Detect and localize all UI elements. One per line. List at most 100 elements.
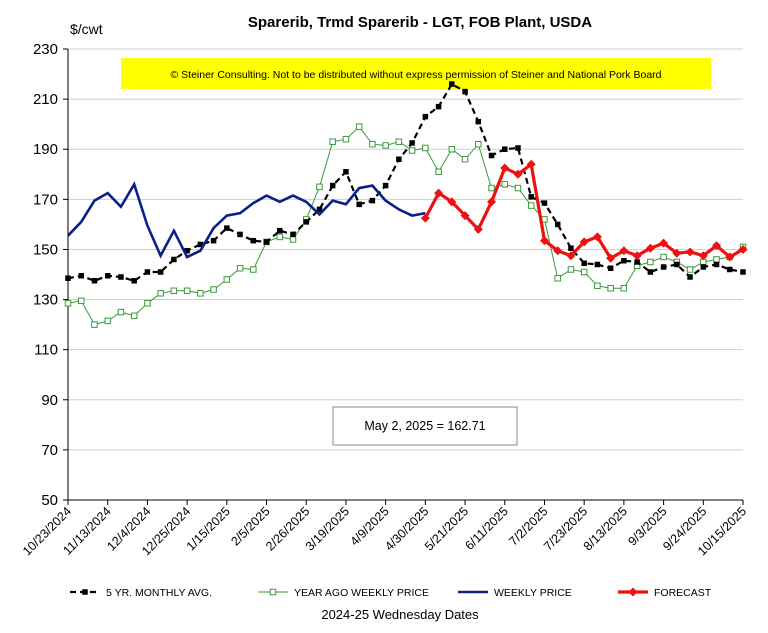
data-point: [713, 261, 720, 268]
data-point: [628, 587, 638, 597]
legend-item: FORECAST: [618, 587, 712, 599]
x-tick-label: 1/15/2025: [184, 504, 233, 553]
banner-text: © Steiner Consulting. Not to be distribu…: [171, 69, 662, 81]
y-axis-ticks: 50 70 90 110 130 150 170 190 210 230: [33, 41, 68, 509]
data-point: [422, 144, 429, 152]
data-point: [501, 181, 509, 188]
data-point: [382, 142, 389, 149]
data-point: [144, 269, 151, 275]
chart-title: Sparerib, Trmd Sparerib - LGT, FOB Plant…: [248, 14, 592, 31]
y-tick-label: 170: [33, 191, 58, 208]
data-point: [632, 251, 642, 261]
data-point: [579, 237, 589, 247]
data-point: [91, 278, 98, 284]
data-point: [528, 194, 534, 200]
data-point: [725, 252, 735, 262]
series-year-ago-weekly-price: [64, 123, 747, 328]
data-point: [513, 169, 523, 179]
data-point: [276, 233, 284, 241]
annotation-box: [332, 406, 518, 446]
x-tick-label: 3/19/2025: [303, 504, 352, 553]
data-point: [250, 266, 257, 273]
data-point: [91, 321, 98, 328]
data-point: [621, 257, 627, 264]
data-point: [567, 266, 575, 273]
annotation-text: May 2, 2025 = 162.71: [364, 419, 485, 433]
y-tick-label: 50: [41, 492, 58, 509]
x-axis-label: 2024-25 Wednesday Dates: [321, 607, 479, 622]
annotation: May 2, 2025 = 162.71: [332, 406, 518, 446]
copyright-banner: © Steiner Consulting. Not to be distribu…: [121, 58, 711, 89]
data-point: [210, 286, 217, 293]
data-point: [448, 145, 456, 153]
data-point: [594, 282, 601, 290]
data-point: [606, 253, 616, 263]
data-point: [78, 273, 84, 279]
data-point: [290, 231, 296, 238]
series-5-yr-monthly-avg: [65, 81, 746, 284]
data-point: [104, 317, 111, 325]
data-point: [620, 285, 628, 292]
data-point: [500, 163, 510, 173]
data-point: [369, 140, 376, 148]
data-point: [342, 135, 350, 143]
legend-item: 5 YR. MONTHLY AVG.: [70, 587, 212, 599]
y-tick-label: 130: [33, 292, 58, 309]
data-point: [554, 221, 561, 228]
data-point: [435, 168, 442, 176]
data-point: [566, 251, 576, 261]
data-point: [514, 184, 522, 192]
data-point: [447, 197, 457, 207]
data-point: [224, 225, 230, 231]
data-point: [329, 138, 336, 145]
data-point: [236, 264, 244, 272]
data-point: [526, 159, 536, 169]
data-point: [355, 123, 363, 130]
series-group: [64, 81, 748, 328]
data-point: [554, 275, 561, 282]
data-point: [422, 113, 429, 120]
data-point: [157, 269, 164, 275]
legend-label: 5 YR. MONTHLY AVG.: [106, 587, 212, 599]
data-point: [686, 266, 694, 273]
data-point: [157, 290, 164, 297]
y-tick-label: 210: [33, 91, 58, 108]
data-point: [269, 588, 277, 596]
data-point: [303, 219, 309, 225]
y-tick-label: 230: [33, 41, 58, 58]
data-point: [343, 169, 349, 175]
data-point: [685, 247, 695, 257]
data-point: [594, 261, 601, 268]
data-point: [82, 589, 88, 595]
data-point: [488, 184, 495, 192]
data-point: [449, 81, 455, 87]
data-point: [713, 256, 720, 263]
x-tick-label: 6/11/2025: [462, 504, 511, 553]
data-point: [527, 202, 535, 209]
x-tick-label: 8/13/2025: [581, 504, 630, 553]
data-point: [277, 227, 283, 234]
data-point: [553, 246, 563, 256]
axes: [67, 49, 743, 501]
data-point: [197, 290, 204, 297]
data-point: [634, 259, 640, 265]
data-point: [210, 237, 217, 244]
data-point: [170, 287, 178, 295]
series-line: [67, 82, 744, 282]
data-point: [475, 140, 482, 148]
data-point: [674, 261, 680, 268]
data-point: [672, 248, 682, 258]
data-point: [131, 278, 137, 284]
data-point: [237, 231, 243, 238]
data-point: [462, 88, 468, 95]
data-point: [77, 297, 85, 305]
data-point: [171, 256, 177, 263]
data-point: [289, 236, 297, 243]
data-point: [184, 247, 190, 254]
legend-label: YEAR AGO WEEKLY PRICE: [294, 587, 429, 599]
y-tick-label: 90: [41, 392, 58, 409]
data-point: [396, 156, 402, 162]
data-point: [197, 241, 204, 248]
legend-label: WEEKLY PRICE: [494, 587, 572, 599]
data-point: [660, 253, 667, 261]
